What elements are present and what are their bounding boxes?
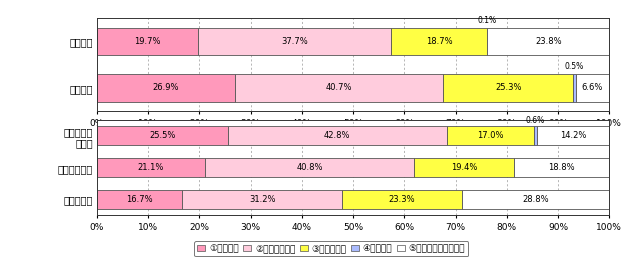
Text: 28.8%: 28.8% [522, 195, 549, 204]
Text: 19.7%: 19.7% [134, 37, 161, 46]
Bar [97, 190, 182, 209]
Text: 37.7%: 37.7% [281, 37, 308, 46]
Bar [235, 74, 443, 102]
Text: 14.2%: 14.2% [561, 132, 587, 140]
Text: 23.3%: 23.3% [389, 195, 416, 204]
Bar [576, 74, 609, 102]
Bar [414, 158, 514, 177]
Bar [97, 74, 235, 102]
Text: 0.5%: 0.5% [564, 62, 584, 71]
Bar [514, 158, 610, 177]
Text: 16.7%: 16.7% [126, 195, 153, 204]
Text: 40.8%: 40.8% [296, 163, 323, 172]
Text: 17.0%: 17.0% [478, 132, 504, 140]
Text: 25.3%: 25.3% [495, 83, 521, 92]
Text: 0.1%: 0.1% [478, 16, 497, 25]
Text: 21.1%: 21.1% [138, 163, 164, 172]
Text: 31.2%: 31.2% [249, 195, 276, 204]
Text: 18.7%: 18.7% [426, 37, 452, 46]
Bar [228, 126, 447, 145]
Text: 26.9%: 26.9% [152, 83, 179, 92]
Bar [488, 28, 609, 55]
Text: 18.8%: 18.8% [548, 163, 575, 172]
Bar [198, 28, 391, 55]
Bar [342, 190, 462, 209]
Bar [97, 126, 228, 145]
Text: 0.6%: 0.6% [526, 116, 545, 124]
Bar [205, 158, 414, 177]
Bar [182, 190, 342, 209]
Bar [97, 28, 198, 55]
Text: 42.8%: 42.8% [324, 132, 351, 140]
Text: 19.4%: 19.4% [451, 163, 477, 172]
Text: 25.5%: 25.5% [149, 132, 176, 140]
Bar [462, 190, 609, 209]
Legend: ①改善した, ②やや改善した, ③変わらない, ④後退した, ⑤分からない・無回答: ①改善した, ②やや改善した, ③変わらない, ④後退した, ⑤分からない・無回… [194, 241, 468, 257]
Bar [443, 74, 573, 102]
Text: 23.8%: 23.8% [535, 37, 562, 46]
Text: 40.7%: 40.7% [326, 83, 352, 92]
Text: 6.6%: 6.6% [582, 83, 603, 92]
Bar [97, 158, 205, 177]
Bar [573, 74, 576, 102]
Bar [537, 126, 610, 145]
Bar [447, 126, 534, 145]
Bar [534, 126, 537, 145]
Bar [391, 28, 487, 55]
